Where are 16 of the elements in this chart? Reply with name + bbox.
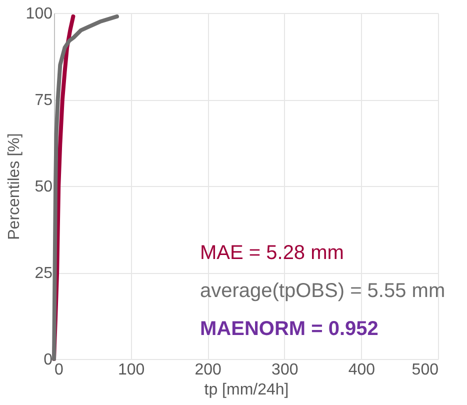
y-tick-label: 25 [34, 265, 53, 282]
x-tick-label: 500 [412, 362, 439, 378]
line-series [52, 14, 119, 361]
x-tick-label: 400 [348, 362, 376, 378]
x-tick-label: 100 [118, 362, 145, 378]
annotation: average(tpOBS) = 5.55 mm [200, 280, 446, 302]
annotation: MAE = 5.28 mm [200, 242, 344, 264]
y-tick-label: 100 [26, 6, 53, 22]
x-axis-title: tp [mm/24h] [204, 382, 289, 398]
x-tick-label: 0 [54, 362, 64, 378]
annotation: MAENORM = 0.952 [200, 318, 378, 340]
y-tick-label: 75 [34, 92, 53, 109]
y-axis-title: Percentiles [%] [6, 133, 23, 240]
x-tick-label: 300 [272, 362, 298, 378]
y-tick-label: 50 [34, 178, 53, 196]
x-tick-label: 200 [194, 362, 222, 378]
